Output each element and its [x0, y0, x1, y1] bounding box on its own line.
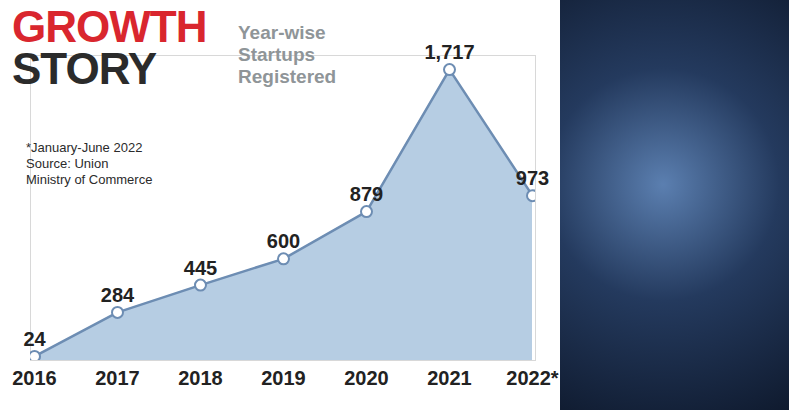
svg-text:2020: 2020 — [344, 367, 389, 389]
svg-text:284: 284 — [101, 284, 135, 306]
svg-text:2016: 2016 — [12, 367, 57, 389]
html-text:STORY: STORY — [12, 44, 157, 93]
html-text:Year-wise Startups Registered: Year-wise Startups Registered — [238, 22, 337, 87]
svg-text:973: 973 — [516, 167, 549, 189]
svg-text:2021: 2021 — [427, 367, 472, 389]
svg-text:24: 24 — [23, 328, 46, 350]
svg-text:1,717: 1,717 — [424, 41, 474, 63]
svg-text:2018: 2018 — [178, 367, 223, 389]
html-text:Source: Union Ministry of Comm: Source: Union Ministry of Commerce — [26, 156, 153, 187]
svg-text:879: 879 — [350, 183, 383, 205]
svg-text:2022*: 2022* — [506, 367, 558, 389]
svg-text:2019: 2019 — [261, 367, 306, 389]
svg-text:2017: 2017 — [95, 367, 140, 389]
html-text:*January-June 2022: *January-June 2022 — [26, 140, 143, 155]
svg-text:445: 445 — [184, 256, 217, 278]
html-text:GROWTH: GROWTH — [12, 2, 207, 51]
svg-text:600: 600 — [267, 230, 300, 252]
